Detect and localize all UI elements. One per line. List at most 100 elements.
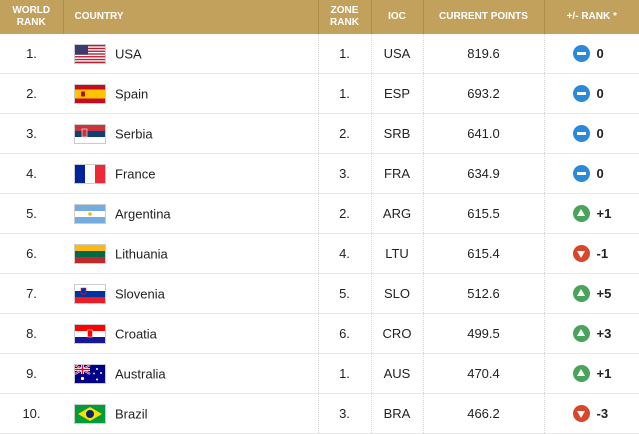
- ioc-cell: LTU: [370, 233, 423, 274]
- table-row: 6. Lithuania 4. LTU 615.4 -1: [0, 233, 639, 274]
- points-cell: 615.5: [422, 193, 544, 234]
- country-name[interactable]: USA: [115, 46, 142, 61]
- country-cell[interactable]: Australia: [63, 353, 318, 394]
- france-flag-icon: [74, 163, 106, 184]
- country-name[interactable]: Serbia: [115, 126, 153, 141]
- country-cell[interactable]: Spain: [63, 73, 318, 114]
- table-row: 10. Brazil 3. BRA 466.2 -3: [0, 393, 639, 434]
- country-name[interactable]: Spain: [115, 86, 149, 101]
- country-cell[interactable]: Argentina: [63, 193, 318, 234]
- points-cell: 615.4: [422, 233, 544, 274]
- table-row: 7. Slovenia 5. SLO 512.6 +5: [0, 273, 639, 314]
- current-points-header[interactable]: CURRENT POINTS: [423, 0, 545, 34]
- ioc-cell: AUS: [370, 353, 423, 394]
- arrow-down-icon: [572, 405, 590, 423]
- country-cell[interactable]: Croatia: [63, 313, 318, 354]
- table-row: 8. Croatia 6. CRO 499.5 +3: [0, 313, 639, 354]
- ioc-cell: ARG: [370, 193, 423, 234]
- world-rank-cell: 4.: [0, 153, 63, 194]
- rank-change-cell: +5: [543, 273, 639, 314]
- rank-change-cell: -3: [543, 393, 639, 434]
- zone-rank-cell: 6.: [317, 313, 371, 354]
- zone-rank-header[interactable]: ZONE RANK: [318, 0, 372, 34]
- world-rank-cell: 3.: [0, 113, 63, 154]
- points-cell: 634.9: [422, 153, 544, 194]
- country-cell[interactable]: Serbia: [63, 113, 318, 154]
- rank-change-header[interactable]: +/- RANK *: [544, 0, 639, 34]
- zone-rank-cell: 1.: [317, 34, 371, 74]
- points-cell: 819.6: [422, 34, 544, 74]
- australia-flag-icon: [74, 363, 106, 384]
- country-name[interactable]: Australia: [115, 366, 166, 381]
- serbia-flag-icon: [74, 123, 106, 144]
- zone-rank-cell: 5.: [317, 273, 371, 314]
- rank-change-value: +5: [596, 286, 612, 302]
- table-row: 2. Spain 1. ESP 693.2 0: [0, 73, 639, 114]
- rank-change-cell: 0: [543, 73, 639, 114]
- rank-change-value: +1: [596, 206, 612, 222]
- country-name[interactable]: Argentina: [115, 206, 171, 221]
- world-rank-cell: 8.: [0, 313, 63, 354]
- country-header[interactable]: COUNTRY: [63, 0, 319, 34]
- zone-rank-cell: 3.: [317, 393, 371, 434]
- table-row: 9. Australia 1. AUS 470.4 +1: [0, 353, 639, 394]
- ioc-cell: ESP: [370, 73, 423, 114]
- rank-change-value: 0: [596, 166, 604, 182]
- brazil-flag-icon: [74, 403, 106, 424]
- ioc-cell: SLO: [370, 273, 423, 314]
- country-name[interactable]: Brazil: [115, 406, 148, 421]
- ioc-cell: BRA: [370, 393, 423, 434]
- points-cell: 470.4: [422, 353, 544, 394]
- world-rank-cell: 10.: [0, 393, 63, 434]
- croatia-flag-icon: [74, 323, 106, 344]
- zone-rank-cell: 3.: [317, 153, 371, 194]
- world-rank-cell: 9.: [0, 353, 63, 394]
- country-cell[interactable]: USA: [63, 34, 318, 74]
- ioc-cell: SRB: [370, 113, 423, 154]
- country-name[interactable]: France: [115, 166, 156, 181]
- rank-change-cell: +1: [543, 193, 639, 234]
- points-cell: 641.0: [422, 113, 544, 154]
- rank-change-value: -3: [596, 406, 609, 422]
- points-cell: 693.2: [422, 73, 544, 114]
- rank-change-value: 0: [596, 126, 604, 142]
- header-row: WORLD RANK COUNTRY ZONE RANK IOC CURRENT…: [0, 0, 639, 34]
- rank-change-cell: +1: [543, 353, 639, 394]
- world-rank-cell: 1.: [0, 34, 63, 74]
- country-name[interactable]: Slovenia: [115, 286, 165, 301]
- table-row: 5. Argentina 2. ARG 615.5 +1: [0, 193, 639, 234]
- world-rank-cell: 2.: [0, 73, 63, 114]
- country-cell[interactable]: Brazil: [63, 393, 318, 434]
- minus-icon: [572, 165, 590, 183]
- country-cell[interactable]: France: [63, 153, 318, 194]
- rank-change-cell: 0: [543, 153, 639, 194]
- rank-change-value: +1: [596, 366, 612, 382]
- country-cell[interactable]: Lithuania: [63, 233, 318, 274]
- country-name[interactable]: Croatia: [115, 326, 157, 341]
- arrow-up-icon: [572, 365, 590, 383]
- table-row: 3. Serbia 2. SRB 641.0 0: [0, 113, 639, 154]
- world-rank-header[interactable]: WORLD RANK: [0, 0, 64, 34]
- zone-rank-cell: 2.: [317, 193, 371, 234]
- minus-icon: [572, 125, 590, 143]
- ioc-cell: USA: [370, 34, 423, 74]
- arrow-up-icon: [572, 285, 590, 303]
- points-cell: 466.2: [422, 393, 544, 434]
- slovenia-flag-icon: [74, 283, 106, 304]
- rank-change-cell: 0: [543, 34, 639, 74]
- zone-rank-cell: 4.: [317, 233, 371, 274]
- arrow-up-icon: [572, 205, 590, 223]
- country-name[interactable]: Lithuania: [115, 246, 168, 261]
- world-rank-cell: 6.: [0, 233, 63, 274]
- arrow-up-icon: [572, 325, 590, 343]
- rank-change-value: -1: [596, 246, 609, 262]
- zone-rank-cell: 1.: [317, 73, 371, 114]
- country-cell[interactable]: Slovenia: [63, 273, 318, 314]
- zone-rank-cell: 1.: [317, 353, 371, 394]
- ioc-cell: CRO: [370, 313, 423, 354]
- table-row: 1. USA 1. USA 819.6 0: [0, 34, 639, 74]
- minus-icon: [572, 45, 590, 63]
- ioc-header[interactable]: IOC: [371, 0, 424, 34]
- rank-change-value: +3: [596, 326, 612, 342]
